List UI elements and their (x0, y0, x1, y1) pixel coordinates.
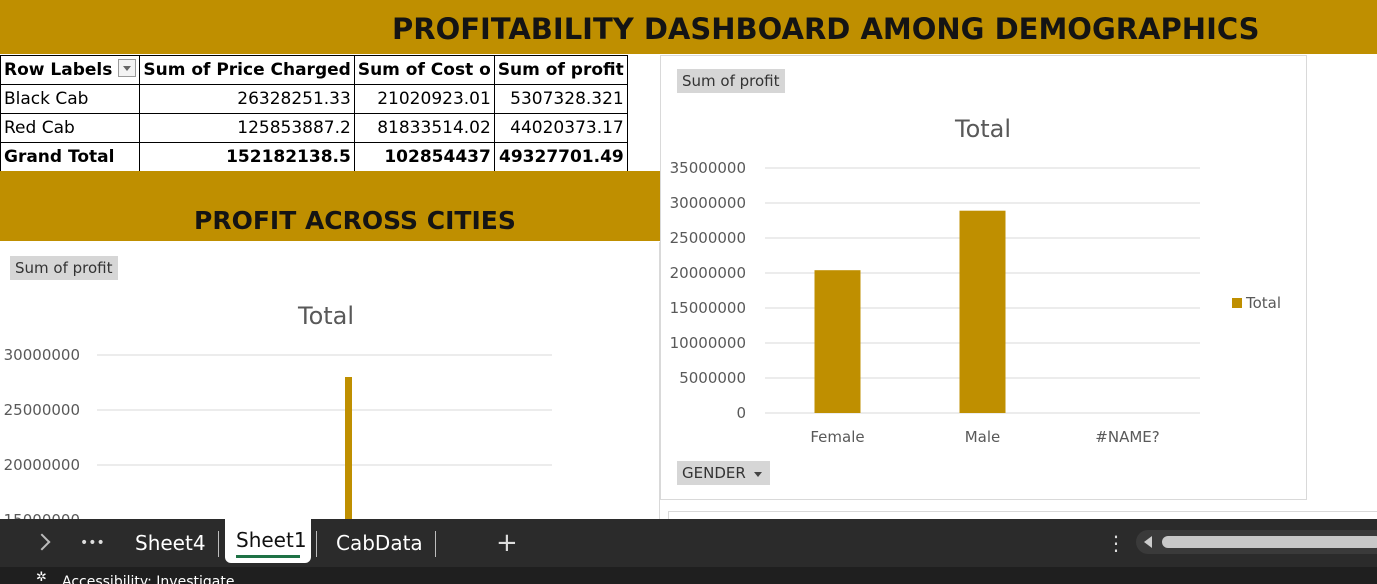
add-sheet-button[interactable]: + (496, 528, 518, 558)
chevron-right-icon[interactable] (33, 533, 51, 551)
y-tick-label: 25000000 (670, 229, 746, 247)
accessibility-icon[interactable]: ✲ (36, 570, 47, 584)
table-row[interactable]: Red Cab 125853887.2 81833514.02 44020373… (0, 113, 628, 143)
status-bar: ✲ Accessibility: Investigate (0, 567, 1377, 584)
gender-chart-title: Total (955, 115, 1012, 143)
row-label[interactable]: Grand Total (0, 142, 141, 172)
cities-title: PROFIT ACROSS CITIES (194, 206, 516, 235)
tab-cabdata[interactable]: CabData (336, 531, 423, 555)
x-tick-label: Male (965, 428, 1001, 446)
legend-entry[interactable]: Total (1245, 294, 1281, 312)
active-tab-underline (236, 555, 300, 558)
pivot-header-price[interactable]: Sum of Price Charged (139, 55, 355, 85)
table-row[interactable]: Black Cab 26328251.33 21020923.01 530732… (0, 84, 628, 114)
tab-divider (435, 531, 436, 557)
gender-bar-chart: 0 5000000 10000000 15000000 20000000 25000000… (670, 159, 1281, 446)
cell-profit[interactable]: 44020373.17 (493, 113, 628, 143)
row-label[interactable]: Black Cab (0, 84, 141, 114)
y-tick-label: 0 (736, 404, 746, 422)
y-tick-label: 35000000 (670, 159, 746, 177)
y-tick-label: 30000000 (4, 346, 80, 364)
y-tick-label: 15000000 (670, 299, 746, 317)
more-sheets-button[interactable]: ••• (80, 535, 105, 551)
gender-field-button[interactable]: Sum of profit (677, 69, 785, 93)
cities-chart-title: Total (298, 302, 355, 330)
tab-sheet1[interactable]: Sheet1 (225, 519, 311, 563)
scrollbar-thumb[interactable] (1162, 536, 1377, 548)
legend-swatch (1232, 298, 1242, 308)
row-label[interactable]: Red Cab (0, 113, 141, 143)
cities-band (0, 171, 660, 241)
cell-profit[interactable]: 49327701.49 (493, 142, 628, 172)
accessibility-status[interactable]: Accessibility: Investigate (62, 574, 235, 584)
tab-divider (316, 531, 317, 557)
scroll-left-icon[interactable] (1144, 536, 1152, 548)
y-tick-label: 5000000 (679, 369, 746, 387)
worksheet-area[interactable]: PROFITABILITY DASHBOARD AMONG DEMOGRAPHI… (0, 0, 1377, 519)
y-tick-label: 15000000 (4, 511, 80, 519)
title-band (0, 0, 1377, 54)
filter-dropdown-icon[interactable] (118, 59, 137, 77)
y-tick-label: 10000000 (670, 334, 746, 352)
pivot-header-profit[interactable]: Sum of profit (493, 55, 628, 85)
pivot-table[interactable]: Row Labels Sum of Price Charged Sum of C… (0, 55, 628, 172)
y-tick-label: 20000000 (4, 456, 80, 474)
tab-divider (218, 531, 219, 557)
bar[interactable] (959, 210, 1006, 413)
tab-sheet4[interactable]: Sheet4 (135, 531, 206, 555)
cell-cost[interactable]: 21020923.01 (353, 84, 495, 114)
bar[interactable] (814, 270, 861, 413)
horizontal-scrollbar[interactable] (1136, 530, 1377, 554)
gender-axis-field-button[interactable]: GENDER (677, 461, 770, 485)
cell-price[interactable]: 26328251.33 (139, 84, 355, 114)
sheet-tab-bar: ••• Sheet4 Sheet1 CabData + ⋮ (0, 519, 1377, 567)
grand-total-row[interactable]: Grand Total 152182138.5 102854437 493277… (0, 142, 628, 172)
y-tick-label: 25000000 (4, 401, 80, 419)
pivot-header-cost[interactable]: Sum of Cost o (353, 55, 495, 85)
cities-bar-chart: 15000000 20000000 25000000 30000000 (4, 346, 552, 519)
chevron-down-icon (753, 472, 762, 477)
y-tick-label: 20000000 (670, 264, 746, 282)
additional-chart[interactable] (668, 511, 1377, 519)
cities-chart[interactable] (0, 242, 660, 519)
cell-price[interactable]: 125853887.2 (139, 113, 355, 143)
cell-cost[interactable]: 81833514.02 (353, 113, 495, 143)
x-tick-label: Female (810, 428, 864, 446)
cell-price[interactable]: 152182138.5 (139, 142, 355, 172)
y-tick-label: 30000000 (670, 194, 746, 212)
bar[interactable] (345, 377, 352, 519)
cities-field-button[interactable]: Sum of profit (10, 256, 118, 280)
pivot-header-row-labels[interactable]: Row Labels (0, 55, 141, 85)
cell-cost[interactable]: 102854437 (353, 142, 495, 172)
cell-profit[interactable]: 5307328.321 (493, 84, 628, 114)
pivot-header-row: Row Labels Sum of Price Charged Sum of C… (0, 55, 628, 85)
dashboard-title: PROFITABILITY DASHBOARD AMONG DEMOGRAPHI… (392, 12, 1260, 46)
x-tick-label: #NAME? (1095, 428, 1159, 446)
vertical-ellipsis-icon[interactable]: ⋮ (1106, 531, 1126, 555)
